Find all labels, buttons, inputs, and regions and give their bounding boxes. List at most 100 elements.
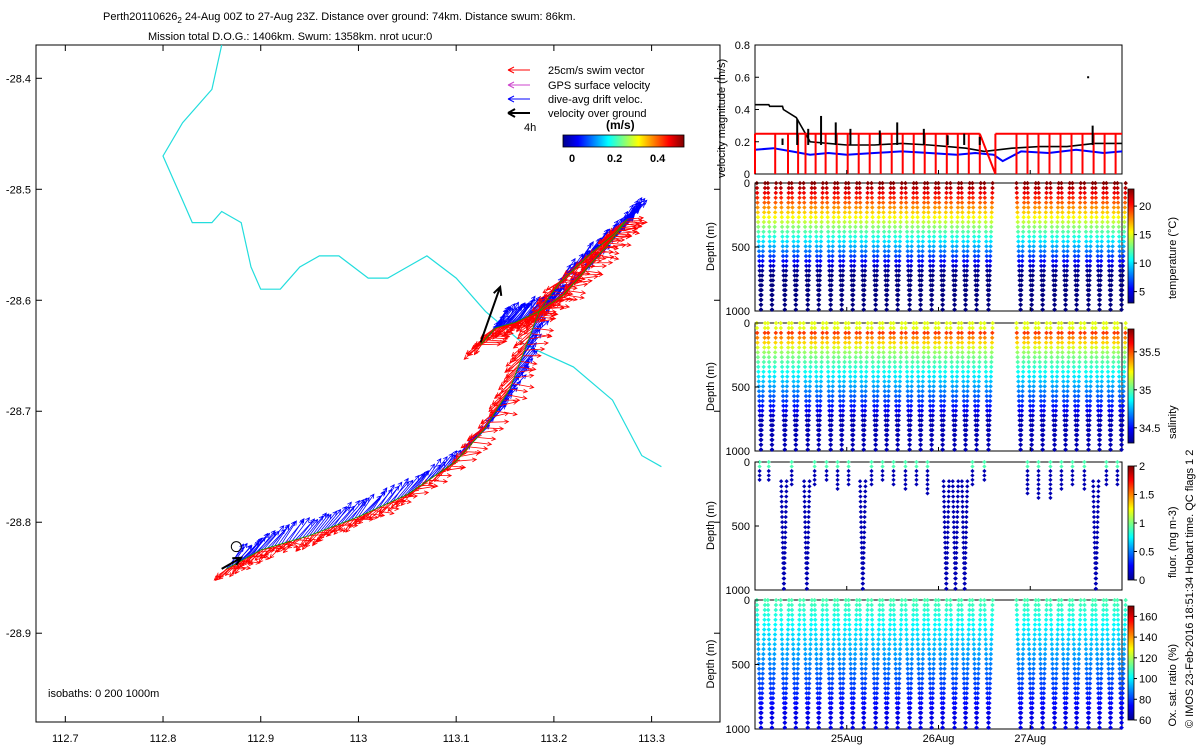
profile-sample [851, 403, 857, 409]
profile-sample [915, 229, 921, 235]
profile-sample [876, 219, 881, 225]
profile-sample [779, 214, 785, 220]
profile-sample [886, 369, 892, 375]
swim-vector [468, 446, 489, 451]
profile-sample [756, 369, 761, 375]
profile-sample [829, 263, 835, 269]
profile-sample [783, 273, 789, 278]
colorbar-unit-label: (m/s) [606, 118, 635, 132]
profile-sample [1025, 468, 1030, 474]
profile-sample [839, 302, 845, 308]
profile-sample [950, 244, 955, 249]
swim-vector [464, 449, 483, 455]
profile-sample [817, 273, 823, 278]
profile-sample [803, 661, 808, 667]
profile-sample [846, 195, 852, 200]
profile-sample [796, 364, 801, 370]
swim-vector [305, 531, 321, 548]
profile-sample [875, 253, 880, 259]
profile-sample [880, 464, 885, 469]
profile-sample [1037, 229, 1043, 235]
profile-sample [778, 180, 783, 186]
profile-sample [925, 459, 930, 465]
profile-sample [841, 253, 846, 259]
profile-sample [772, 229, 777, 235]
profile-sample [984, 244, 989, 249]
profile-sample [824, 335, 830, 340]
profile-sample [842, 200, 848, 205]
profile-sample [1038, 388, 1043, 394]
profile-sample [791, 374, 796, 379]
profile-sample [937, 229, 943, 235]
profile-sample [853, 350, 859, 355]
profile-sample [767, 384, 773, 389]
profile-sample [779, 627, 784, 632]
profile-sample [773, 602, 779, 608]
swim-vector [542, 305, 565, 311]
profile-sample [808, 200, 814, 205]
profile-sample [808, 210, 814, 215]
profile-sample [761, 229, 766, 235]
profile-sample [770, 691, 776, 696]
profile-sample [766, 641, 772, 647]
drift-vectors [226, 197, 648, 570]
profile-sample [903, 190, 909, 196]
profile-sample [1100, 205, 1106, 210]
profile-sample [1021, 205, 1027, 210]
profile-sample [767, 234, 772, 239]
profile-sample [869, 325, 874, 331]
profile-sample [850, 297, 856, 303]
profile-sample [887, 364, 892, 370]
profile-sample [869, 320, 874, 326]
profile-sample [785, 214, 791, 220]
profile-sample [1119, 297, 1125, 303]
profile-sample [970, 325, 975, 331]
profile-sample [1055, 200, 1061, 205]
profile-sample [1042, 244, 1047, 249]
profile-sample [813, 364, 819, 370]
profile-sample [1115, 335, 1121, 340]
profile-sample [778, 335, 784, 340]
profile-sample [791, 384, 797, 389]
profile-sample [779, 354, 785, 360]
profile-sample [825, 224, 831, 230]
depth-y-tick-label: 0 [744, 178, 750, 190]
profile-sample [836, 214, 841, 220]
profile-sample [876, 354, 881, 360]
profile-sample [918, 442, 924, 448]
profile-sample [960, 350, 965, 355]
profile-sample [1116, 214, 1121, 220]
profile-sample [1025, 180, 1030, 186]
profile-sample [789, 468, 794, 474]
profile-sample [840, 268, 846, 273]
profile-sample [876, 205, 882, 210]
profile-sample [820, 612, 825, 618]
profile-sample [891, 185, 896, 191]
profile-sample [771, 398, 776, 404]
profile-sample [1041, 273, 1047, 278]
profile-sample [1105, 229, 1111, 235]
profile-sample [1109, 268, 1115, 273]
profile-sample [886, 379, 892, 384]
profile-sample [780, 651, 785, 657]
profile-sample [1064, 408, 1070, 413]
profile-sample [1032, 340, 1038, 345]
profile-sample [965, 388, 970, 394]
profile-sample [970, 330, 976, 336]
profile-sample [1025, 190, 1031, 196]
colorbar-tick-label: 1.5 [1139, 490, 1154, 502]
profile-sample [1027, 239, 1032, 244]
profile-sample [886, 239, 892, 244]
profile-sample [825, 350, 830, 355]
profile-sample [1099, 369, 1105, 375]
profile-sample [820, 195, 825, 200]
profile-sample [1094, 374, 1100, 379]
profile-sample [805, 720, 811, 725]
profile-sample [1029, 442, 1035, 448]
profile-sample [812, 607, 818, 613]
profile-sample [1072, 248, 1077, 254]
profile-sample [1084, 379, 1089, 384]
profile-sample [1106, 244, 1111, 249]
drift-vector [323, 508, 342, 531]
